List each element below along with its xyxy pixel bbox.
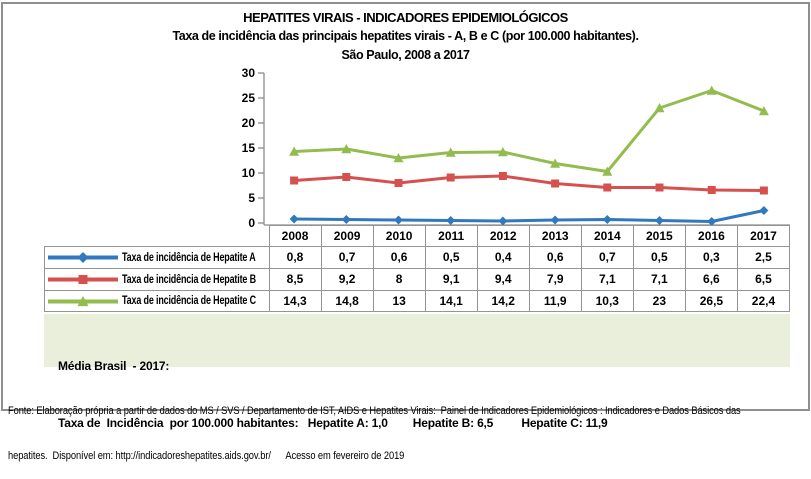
value-cell: 0,8 <box>268 246 322 269</box>
legend-cell-hepatite-b: Taxa de incidência de Hepatite B <box>44 267 270 291</box>
source-line-2: hepatites. Disponível em: http://indicad… <box>8 450 405 462</box>
table-row: Taxa de incidência de Hepatite C 14,3 14,8… <box>44 289 791 313</box>
legend-label: Taxa de incidência de Hepatite C <box>122 295 256 308</box>
value-cell: 9,2 <box>320 267 374 291</box>
chart-title: HEPATITES VIRAIS - INDICADORES EPIDEMIOL… <box>243 10 568 25</box>
value-cell: 14,2 <box>476 289 530 313</box>
chart-data-table: 2008 2009 2010 2011 2012 2013 2014 2015 2016 2017… <box>44 225 791 313</box>
value-cell: 0,5 <box>424 246 478 269</box>
legend-label: Taxa de incidência de Hepatite A <box>122 251 256 264</box>
marker-square <box>78 275 88 285</box>
media-brasil-note: Média Brasil - 2017: Taxa de Incidência … <box>44 314 790 430</box>
year-header: 2013 <box>528 225 582 247</box>
title-block: HEPATITES VIRAIS - INDICADORES EPIDEMIOL… <box>0 8 811 65</box>
legend-cell-hepatite-c: Taxa de incidência de Hepatite C <box>44 289 270 313</box>
legend-label: Taxa de incidência de Hepatite B <box>122 273 256 286</box>
value-cell: 23 <box>632 289 686 313</box>
value-cell: 8 <box>372 267 426 291</box>
table-corner-blank <box>45 226 270 247</box>
value-cell: 0,7 <box>320 246 374 269</box>
year-header: 2011 <box>424 225 478 247</box>
value-cell: 0,7 <box>580 246 634 269</box>
year-header: 2009 <box>320 225 374 247</box>
table-row: Taxa de incidência de Hepatite B 8,5 9,2 8 9… <box>44 267 791 291</box>
value-cell: 0,4 <box>476 246 530 269</box>
value-cell: 6,6 <box>684 267 738 291</box>
marker-triangle <box>77 295 89 307</box>
year-header: 2012 <box>476 225 530 247</box>
value-cell: 10,3 <box>580 289 634 313</box>
chart-subtitle: Taxa de incidência das principais hepati… <box>172 29 639 43</box>
source-note: Fonte: Elaboração própria a partir de da… <box>8 374 800 479</box>
value-cell: 0,5 <box>632 246 686 269</box>
value-cell: 2,5 <box>736 246 791 269</box>
value-cell: 14,3 <box>268 289 322 313</box>
legend-key-triangle-icon <box>48 295 118 307</box>
value-cell: 13 <box>372 289 426 313</box>
value-cell: 0,6 <box>372 246 426 269</box>
legend-key-square-icon <box>48 275 118 285</box>
value-cell: 9,4 <box>476 267 530 291</box>
value-cell: 11,9 <box>528 289 582 313</box>
value-cell: 14,1 <box>424 289 478 313</box>
value-cell: 14,8 <box>320 289 374 313</box>
value-cell: 0,6 <box>528 246 582 269</box>
year-header: 2015 <box>632 225 686 247</box>
value-cell: 6,5 <box>736 267 791 291</box>
legend-cell-hepatite-a: Taxa de incidência de Hepatite A <box>44 246 270 269</box>
chart-period: São Paulo, 2008 a 2017 <box>341 48 470 62</box>
page: { "title": { "line1": "HEPATITES VIRAIS … <box>0 0 811 462</box>
table-row: Taxa de incidência de Hepatite A 0,8 0,7 0,… <box>44 246 791 269</box>
value-cell: 8,5 <box>268 267 322 291</box>
year-header: 2010 <box>372 225 426 247</box>
value-cell: 7,1 <box>632 267 686 291</box>
note-title: Média Brasil - 2017: <box>58 359 170 373</box>
value-cell: 7,1 <box>580 267 634 291</box>
legend-key-diamond-icon <box>48 252 118 264</box>
marker-diamond <box>77 252 89 264</box>
value-cell: 9,1 <box>424 267 478 291</box>
value-cell: 22,4 <box>736 289 791 313</box>
year-header: 2016 <box>684 225 738 247</box>
value-cell: 26,5 <box>684 289 738 313</box>
year-header: 2017 <box>736 225 791 247</box>
year-header: 2008 <box>268 225 322 247</box>
value-cell: 0,3 <box>684 246 738 269</box>
value-cell: 7,9 <box>528 267 582 291</box>
table-header-row: 2008 2009 2010 2011 2012 2013 2014 2015 2016 2017 <box>45 225 791 247</box>
year-header: 2014 <box>580 225 634 247</box>
